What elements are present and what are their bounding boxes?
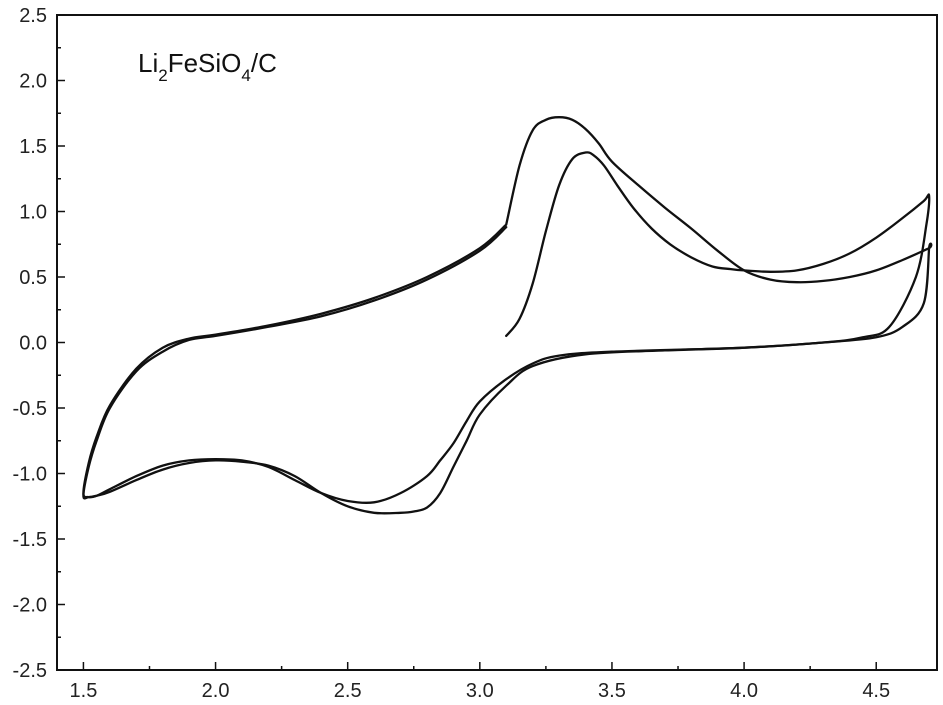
x-tick-label: 3.5	[598, 680, 626, 702]
y-tick-label: 2.5	[19, 5, 47, 27]
y-tick-label: -0.5	[13, 398, 47, 420]
y-tick-label: -2.5	[13, 660, 47, 682]
y-tick-label: -1.0	[13, 464, 47, 486]
y-tick-label: -2.0	[13, 595, 47, 617]
y-tick-label: 1.5	[19, 136, 47, 158]
sample-label: Li2FeSiO4/C	[138, 48, 277, 85]
x-tick-label: 3.0	[466, 680, 494, 702]
plot-frame	[56, 14, 938, 671]
cv-curve-2	[82, 116, 933, 505]
y-tick-label: 0.5	[19, 267, 47, 289]
cv-curve-1	[82, 151, 931, 515]
cv-curves	[82, 116, 933, 515]
x-tick-label: 2.0	[202, 680, 230, 702]
y-tick-label: 1.0	[19, 202, 47, 224]
axis-ticks	[57, 14, 877, 671]
x-tick-label: 1.5	[70, 680, 98, 702]
x-tick-label: 2.5	[334, 680, 362, 702]
y-tick-label: 2.0	[19, 71, 47, 93]
y-tick-labels: 2.5 2.0 1.5 1.0 0.5 0.0 -0.5 -1.0 -1.5 -2.0 -2.5	[13, 5, 47, 682]
x-tick-label: 4.0	[730, 680, 758, 702]
x-tick-label: 4.5	[862, 680, 890, 702]
y-tick-label: 0.0	[19, 333, 47, 355]
y-tick-label: -1.5	[13, 529, 47, 551]
x-tick-labels: 1.5 2.0 2.5 3.0 3.5 4.0 4.5	[70, 680, 891, 702]
